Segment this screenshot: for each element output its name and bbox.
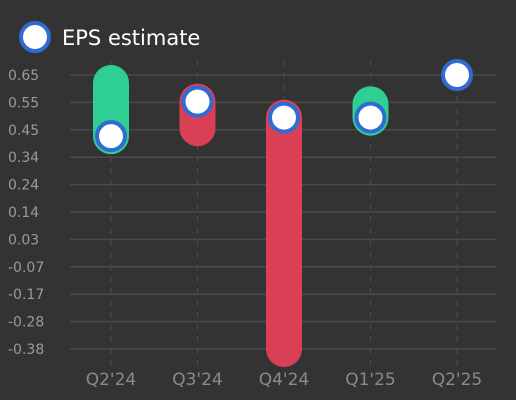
y-tick-label: 0.65 <box>8 68 39 84</box>
estimate-point[interactable] <box>95 120 127 153</box>
x-tick-label: Q4'24 <box>259 370 310 390</box>
x-tick-label: Q3'24 <box>172 370 223 390</box>
y-tick-label: 0.14 <box>8 205 39 221</box>
x-axis-ticks: Q2'24 Q3'24 Q4'24 Q1'25 Q2'25 <box>86 370 483 390</box>
estimate-point[interactable] <box>354 101 387 134</box>
y-tick-label: 0.03 <box>8 232 39 248</box>
legend-marker-icon <box>19 21 51 53</box>
estimate-point[interactable] <box>441 59 473 91</box>
y-tick-label: -0.07 <box>8 260 44 276</box>
x-tick-label: Q2'25 <box>432 370 483 390</box>
legend[interactable]: EPS estimate <box>19 21 200 53</box>
y-tick-label: 0.24 <box>8 178 39 194</box>
y-axis-ticks: 0.65 0.55 0.45 0.34 0.24 0.14 0.03 -0.07 -0.17 -0… <box>8 68 44 358</box>
y-tick-label: -0.28 <box>8 315 44 331</box>
estimate-point[interactable] <box>268 101 300 134</box>
x-tick-label: Q1'25 <box>345 370 396 390</box>
y-tick-label: 0.55 <box>8 95 39 111</box>
legend-label: EPS estimate <box>62 26 200 50</box>
y-tick-label: 0.34 <box>8 150 39 166</box>
y-tick-label: 0.45 <box>8 123 39 139</box>
eps-bar <box>266 99 302 367</box>
x-tick-label: Q2'24 <box>86 370 137 390</box>
estimate-point[interactable] <box>181 85 214 118</box>
y-tick-label: -0.17 <box>8 287 44 303</box>
y-tick-label: -0.38 <box>8 342 44 358</box>
estimate-markers <box>95 59 473 153</box>
